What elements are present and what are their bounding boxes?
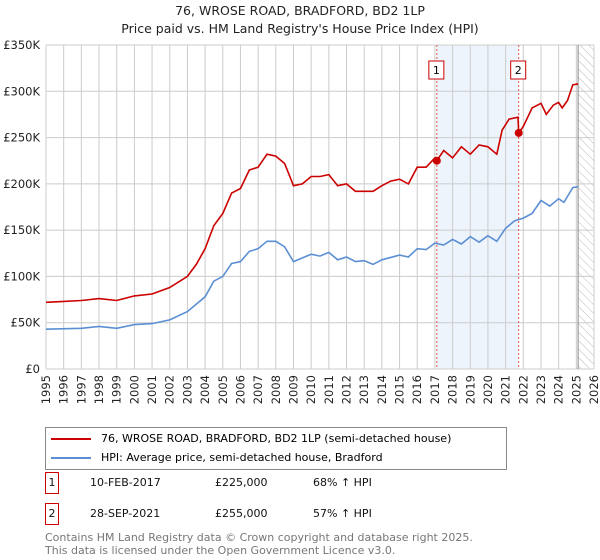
legend-property: 76, WROSE ROAD, BRADFORD, BD2 1LP (semi-… bbox=[101, 432, 452, 445]
x-tick-label: 2016 bbox=[410, 375, 424, 404]
sale-hpi: 57% ↑ HPI bbox=[313, 507, 372, 520]
sale-label: 2 bbox=[515, 64, 522, 77]
legend: 76, WROSE ROAD, BRADFORD, BD2 1LP (semi-… bbox=[45, 427, 507, 470]
sale-point bbox=[432, 156, 441, 165]
x-tick-label: 2020 bbox=[481, 375, 495, 404]
x-tick-label: 2002 bbox=[163, 375, 177, 404]
x-tick-label: 1999 bbox=[110, 375, 124, 404]
x-tick-label: 2018 bbox=[446, 375, 460, 404]
y-tick-label: £100K bbox=[3, 269, 40, 283]
x-tick-label: 2013 bbox=[357, 375, 371, 404]
sale-label: 1 bbox=[433, 64, 440, 77]
x-tick-label: 2012 bbox=[340, 375, 354, 404]
footer-line-2: This data is licensed under the Open Gov… bbox=[45, 544, 396, 557]
x-tick-label: 2010 bbox=[304, 375, 318, 404]
x-tick-label: 2001 bbox=[145, 375, 159, 404]
x-tick-label: 2023 bbox=[534, 375, 548, 404]
x-tick-label: 2024 bbox=[552, 375, 566, 404]
series-line bbox=[45, 185, 579, 330]
y-tick-label: £200K bbox=[3, 177, 40, 191]
x-tick-label: 2007 bbox=[251, 375, 265, 404]
y-tick-label: £150K bbox=[3, 223, 40, 237]
x-tick-label: 1997 bbox=[74, 375, 88, 404]
forecast-hatch bbox=[578, 45, 594, 369]
sale-badge: 2 bbox=[45, 503, 59, 525]
chart-title: 76, WROSE ROAD, BRADFORD, BD2 1LP bbox=[175, 3, 425, 18]
x-tick-label: 2017 bbox=[428, 375, 442, 404]
y-tick-label: £300K bbox=[3, 84, 40, 98]
x-tick-label: 2014 bbox=[375, 375, 389, 404]
sale-price: £255,000 bbox=[215, 507, 268, 520]
footer: Contains HM Land Registry data © Crown c… bbox=[45, 531, 473, 557]
x-tick-label: 2025 bbox=[569, 375, 583, 404]
sale-label-box bbox=[510, 60, 527, 80]
sale-point bbox=[514, 128, 523, 137]
x-tick-label: 2004 bbox=[198, 375, 212, 404]
shaded-region bbox=[436, 45, 519, 369]
legend-blue-line bbox=[51, 457, 91, 459]
x-tick-label: 2008 bbox=[269, 375, 283, 404]
footer-line-1: Contains HM Land Registry data © Crown c… bbox=[45, 531, 473, 544]
sale-hpi: 68% ↑ HPI bbox=[313, 476, 372, 489]
x-tick-label: 2021 bbox=[499, 375, 513, 404]
sale-badge: 1 bbox=[45, 472, 59, 494]
x-tick-label: 2022 bbox=[516, 375, 530, 404]
x-tick-label: 2003 bbox=[180, 375, 194, 404]
x-tick-label: 2011 bbox=[322, 375, 336, 404]
x-tick-label: 1998 bbox=[92, 375, 106, 404]
x-tick-label: 2006 bbox=[233, 375, 247, 404]
legend-red-line bbox=[51, 438, 91, 440]
legend-hpi: HPI: Average price, semi-detached house,… bbox=[101, 451, 383, 464]
y-tick-label: £250K bbox=[3, 131, 40, 145]
x-tick-label: 2005 bbox=[216, 375, 230, 404]
y-tick-label: £350K bbox=[3, 38, 40, 52]
x-tick-label: 2015 bbox=[393, 375, 407, 404]
sale-label-box bbox=[428, 60, 445, 80]
plot-area: 1995 1996 1997 1998 1999 2000 2001 2002 2003 2004… bbox=[3, 38, 600, 404]
y-tick-label: £0 bbox=[25, 362, 40, 376]
x-tick-label: 1996 bbox=[57, 375, 71, 404]
x-tick-label: 2019 bbox=[463, 375, 477, 404]
x-tick-label: 2009 bbox=[286, 375, 300, 404]
sale-price: £225,000 bbox=[215, 476, 268, 489]
y-tick-label: £50K bbox=[11, 316, 41, 330]
x-tick-label: 2000 bbox=[127, 375, 141, 404]
sale-date: 28-SEP-2021 bbox=[90, 507, 161, 520]
x-tick-label: 1995 bbox=[39, 375, 53, 404]
x-tick-label: 2026 bbox=[587, 375, 600, 404]
sale-date: 10-FEB-2017 bbox=[90, 476, 161, 489]
chart-subtitle: Price paid vs. HM Land Registry's House … bbox=[121, 21, 479, 36]
